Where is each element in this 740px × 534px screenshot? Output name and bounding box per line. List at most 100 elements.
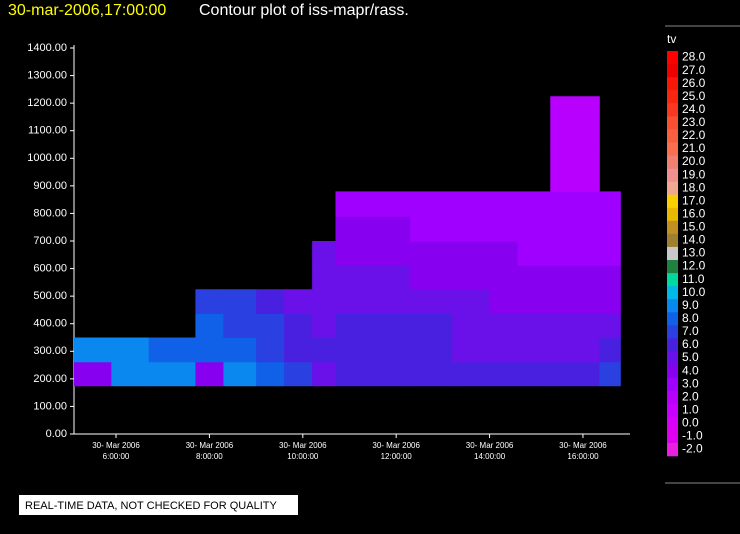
- contour-cell: [452, 361, 491, 387]
- contour-cell: [410, 191, 453, 217]
- y-tick-label: 700.00: [33, 235, 67, 247]
- x-tick-label: 6:00:00: [103, 452, 130, 461]
- colorbar-swatch: [667, 90, 678, 104]
- contour-cell: [452, 191, 491, 217]
- contour-cell: [223, 313, 257, 338]
- y-tick-label: 500.00: [33, 290, 67, 302]
- colorbar-label: 24.0: [682, 102, 706, 116]
- contour-cell: [517, 289, 551, 315]
- timestamp: 30-mar-2006,17:00:00: [8, 2, 166, 19]
- contour-cell: [599, 216, 621, 242]
- colorbar-label: 6.0: [682, 337, 699, 351]
- contour-cell: [335, 313, 374, 338]
- contour-cell: [284, 361, 313, 387]
- contour-cell: [550, 216, 575, 242]
- contour-cell: [573, 265, 600, 290]
- colorbar-swatch: [667, 299, 678, 313]
- colorbar-label: 8.0: [682, 311, 699, 325]
- colorbar-swatch: [667, 233, 678, 248]
- colorbar-label: 5.0: [682, 350, 699, 364]
- colorbar-label: 10.0: [682, 285, 706, 299]
- contour-cell: [372, 216, 411, 242]
- colorbar-label: 3.0: [682, 376, 699, 390]
- contour-cell: [223, 289, 257, 315]
- contour-cell: [111, 337, 150, 363]
- contour-cell: [195, 361, 224, 387]
- contour-cell: [223, 361, 257, 387]
- y-tick-label: 0.00: [46, 428, 67, 440]
- contour-cell: [256, 361, 285, 387]
- colorbar-swatch: [667, 416, 678, 431]
- contour-cell: [573, 313, 600, 338]
- colorbar-label: 25.0: [682, 89, 706, 103]
- y-tick-label: 900.00: [33, 180, 67, 192]
- contour-cell: [599, 289, 621, 315]
- contour-cell: [410, 289, 453, 315]
- contour-cell: [452, 241, 491, 266]
- contour-cell: [312, 265, 336, 290]
- contour-cell: [599, 241, 621, 266]
- contour-cell: [148, 337, 196, 363]
- y-tick-label: 200.00: [33, 373, 67, 385]
- contour-cell: [489, 191, 519, 217]
- contour-cell: [573, 96, 600, 145]
- colorbar-label: -1.0: [682, 429, 703, 443]
- colorbar-label: 13.0: [682, 246, 706, 260]
- colorbar-label: 21.0: [682, 141, 706, 155]
- contour-cell: [517, 361, 551, 387]
- contour-cell: [550, 191, 575, 217]
- colorbar-swatch: [667, 246, 678, 261]
- contour-cell: [599, 337, 621, 363]
- contour-cell: [573, 361, 600, 387]
- colorbar-swatch: [667, 286, 678, 300]
- contour-cell: [517, 191, 551, 217]
- colorbar-label: 17.0: [682, 193, 706, 207]
- y-tick-label: 800.00: [33, 207, 67, 219]
- colorbar-label: -2.0: [682, 442, 703, 456]
- colorbar-swatch: [667, 312, 678, 326]
- contour-cell: [410, 361, 453, 387]
- contour-cell: [517, 313, 551, 338]
- contour-cell: [74, 361, 112, 387]
- colorbar-swatch: [667, 260, 678, 274]
- colorbar-swatch: [667, 442, 678, 457]
- colorbar-label: 23.0: [682, 115, 706, 129]
- contour-cell: [550, 265, 575, 290]
- contour-cell: [410, 337, 453, 363]
- contour-cell: [517, 241, 551, 266]
- contour-cell: [550, 313, 575, 338]
- contour-cell: [372, 313, 411, 338]
- contour-cell: [599, 265, 621, 290]
- y-tick-label: 1100.00: [28, 125, 67, 137]
- contour-cell: [111, 361, 150, 387]
- colorbar-swatch: [667, 77, 678, 91]
- contour-cell: [410, 216, 453, 242]
- contour-cell: [452, 313, 491, 338]
- contour-cell: [573, 241, 600, 266]
- colorbar-label: 4.0: [682, 363, 699, 377]
- colorbar-swatch: [667, 64, 678, 78]
- x-tick-label: 12:00:00: [381, 452, 413, 461]
- x-tick-label: 30- Mar 2006: [92, 441, 140, 450]
- contour-cell: [550, 144, 575, 192]
- contour-cell: [335, 191, 374, 217]
- x-tick-label: 30- Mar 2006: [466, 441, 514, 450]
- contour-cell: [452, 289, 491, 315]
- contour-cell: [599, 313, 621, 338]
- contour-cell: [372, 289, 411, 315]
- colorbar-swatch: [667, 220, 678, 235]
- y-tick-label: 600.00: [33, 262, 67, 274]
- colorbar-swatch: [667, 207, 678, 222]
- contour-cell: [489, 241, 519, 266]
- y-tick-label: 1000.00: [27, 152, 67, 164]
- colorbar-label: 2.0: [682, 389, 699, 403]
- contour-cell: [517, 265, 551, 290]
- colorbar-label: 0.0: [682, 416, 699, 430]
- colorbar-title: tv: [667, 32, 676, 46]
- contour-cell: [195, 313, 224, 338]
- colorbar-label: 12.0: [682, 259, 706, 273]
- contour-cell: [335, 289, 374, 315]
- x-tick-label: 14:00:00: [474, 452, 506, 461]
- colorbar-swatch: [667, 51, 678, 65]
